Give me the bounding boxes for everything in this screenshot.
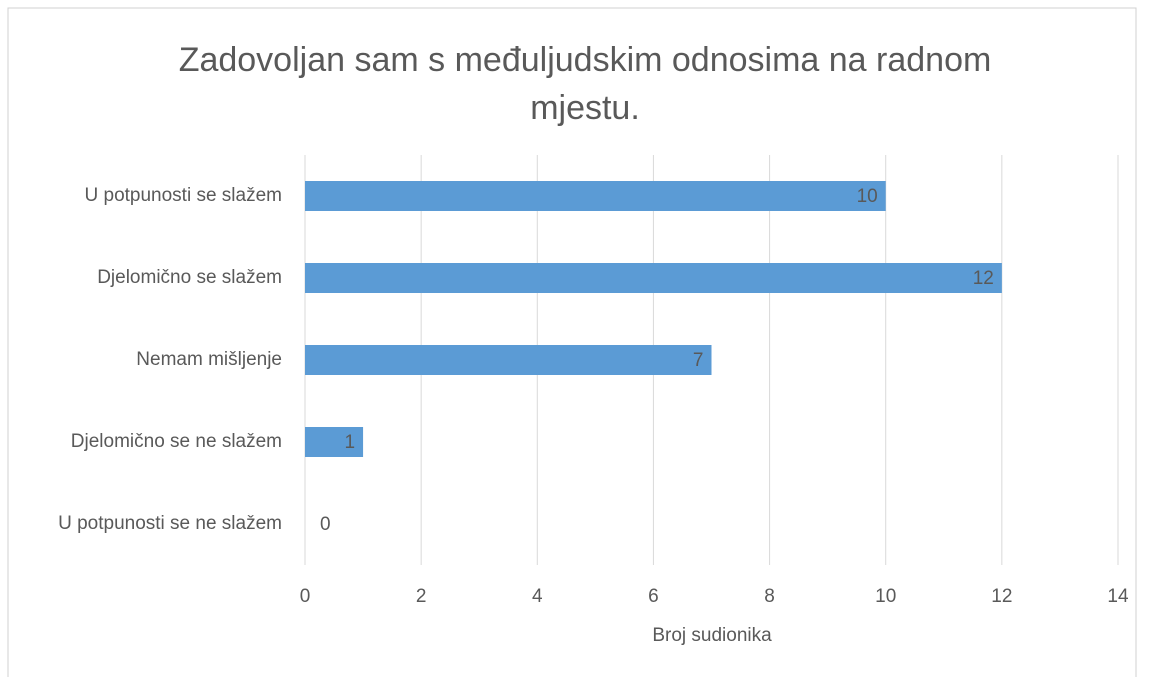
bar — [305, 263, 1002, 293]
x-tick-label: 14 — [1107, 586, 1129, 607]
x-tick-label: 0 — [300, 586, 311, 607]
x-tick-label: 2 — [416, 586, 427, 607]
data-label: 1 — [344, 432, 355, 453]
x-tick-label: 10 — [875, 586, 896, 607]
x-tick-label: 6 — [648, 586, 659, 607]
y-tick-label: U potpunosti se slažem — [85, 185, 283, 206]
bar — [305, 427, 364, 457]
chart-border — [7, 7, 1137, 677]
data-label: 7 — [693, 350, 704, 371]
data-label: 0 — [320, 514, 331, 535]
x-tick-label: 8 — [764, 586, 775, 607]
x-tick-label: 12 — [991, 586, 1012, 607]
data-label: 12 — [973, 268, 994, 289]
chart-title: Zadovoljan sam s međuljudskim odnosima n… — [178, 41, 992, 127]
bar — [305, 345, 712, 375]
x-tick-label: 4 — [532, 586, 543, 607]
x-axis-label: Broj sudionika — [652, 625, 772, 646]
y-tick-label: Nemam mišljenje — [136, 349, 282, 370]
y-tick-label: Djelomično se ne slažem — [71, 431, 282, 452]
bar — [305, 181, 886, 211]
y-tick-label: U potpunosti se ne slažem — [58, 513, 282, 534]
y-tick-label: Djelomično se slažem — [97, 267, 282, 288]
data-label: 10 — [857, 186, 878, 207]
